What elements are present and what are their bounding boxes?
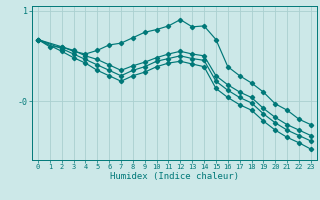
X-axis label: Humidex (Indice chaleur): Humidex (Indice chaleur) <box>110 172 239 181</box>
